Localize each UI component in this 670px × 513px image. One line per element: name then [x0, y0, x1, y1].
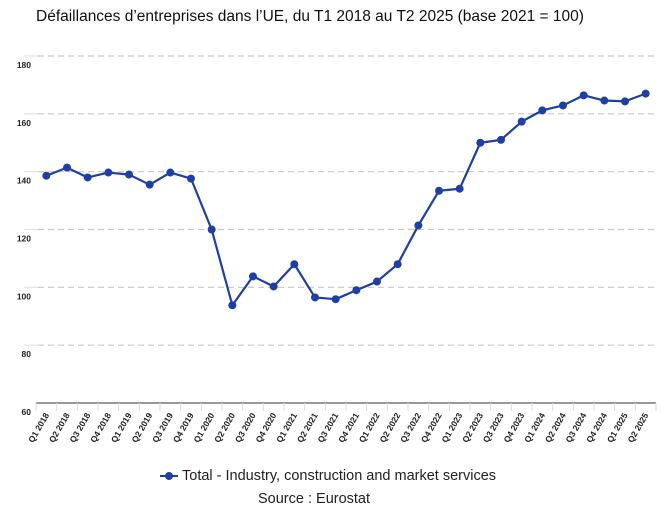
y-tick-label: 180 [17, 60, 31, 70]
data-point [311, 293, 319, 302]
gridlines [24, 55, 656, 346]
data-point [373, 277, 381, 286]
chart-title: Défaillances d’entreprises dans l’UE, du… [36, 8, 584, 25]
data-point [352, 286, 361, 295]
source-note: Source : Eurostat [258, 491, 371, 507]
y-tick-label: 140 [17, 176, 31, 186]
data-point [63, 163, 71, 172]
data-point [517, 117, 526, 126]
data-point [290, 260, 299, 269]
data-point [579, 91, 588, 100]
data-point [600, 96, 609, 105]
data-point [125, 170, 133, 179]
data-point [269, 282, 278, 291]
y-axis-ticks: 60 80 100 120 140 160 180 [17, 60, 31, 417]
series-line [45, 92, 647, 307]
data-point [559, 101, 567, 110]
data-point [83, 173, 92, 182]
data-point [476, 138, 485, 147]
data-point [42, 171, 51, 180]
y-tick-label: 160 [17, 118, 31, 128]
y-tick-label: 80 [22, 349, 32, 359]
y-tick-label: 120 [17, 234, 31, 244]
data-point [331, 295, 340, 304]
data-point [435, 186, 443, 195]
data-point [621, 97, 629, 106]
y-tick-label: 100 [17, 291, 31, 301]
legend-label: Total - Industry, construction and marke… [182, 468, 497, 484]
y-tick-label: 60 [22, 407, 32, 417]
data-point [207, 225, 216, 234]
data-point [145, 180, 154, 189]
data-point [393, 260, 402, 269]
legend-marker-icon [160, 471, 178, 481]
data-point [414, 221, 423, 230]
data-point [249, 272, 257, 281]
data-point [104, 168, 113, 177]
data-point [455, 184, 464, 193]
data-point [641, 89, 650, 98]
data-point [538, 106, 547, 115]
data-point [497, 135, 505, 144]
data-point [187, 174, 195, 183]
legend: Total - Industry, construction and marke… [160, 468, 496, 484]
series-layer [42, 89, 650, 310]
data-point [166, 168, 175, 177]
data-point [228, 301, 237, 310]
